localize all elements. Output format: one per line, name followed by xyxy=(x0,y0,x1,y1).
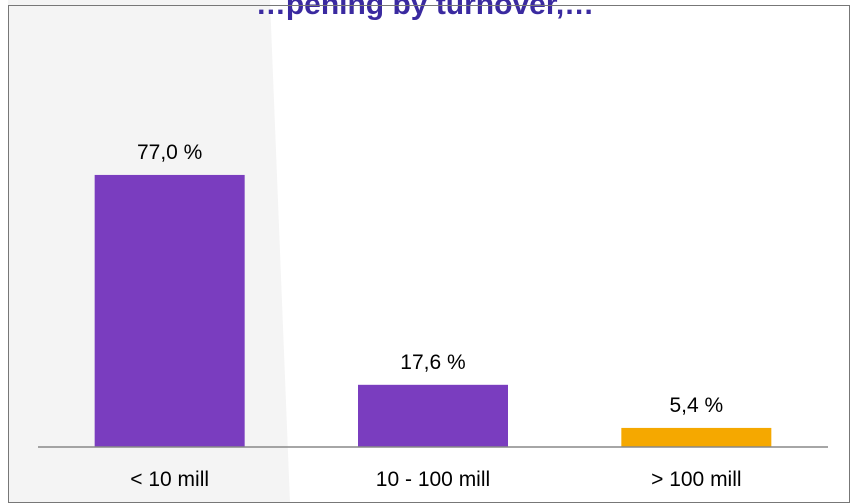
chart-title: …pening by turnover,… xyxy=(256,0,594,21)
bar-1 xyxy=(358,384,508,447)
data-label-2: 5,4 % xyxy=(669,394,723,417)
bar-2 xyxy=(621,427,772,447)
labels-layer: 77,0 % < 10 mill 17,6 % 10 - 100 mill 5,4 % >… xyxy=(130,141,741,491)
bars-layer xyxy=(94,174,772,447)
bar-0 xyxy=(94,174,245,447)
x-tick-label-1: 10 - 100 mill xyxy=(376,468,490,491)
data-label-1: 17,6 % xyxy=(400,351,465,374)
x-tick-label-2: > 100 mill xyxy=(651,468,741,491)
x-tick-label-0: < 10 mill xyxy=(130,468,209,491)
data-label-0: 77,0 % xyxy=(137,141,202,164)
